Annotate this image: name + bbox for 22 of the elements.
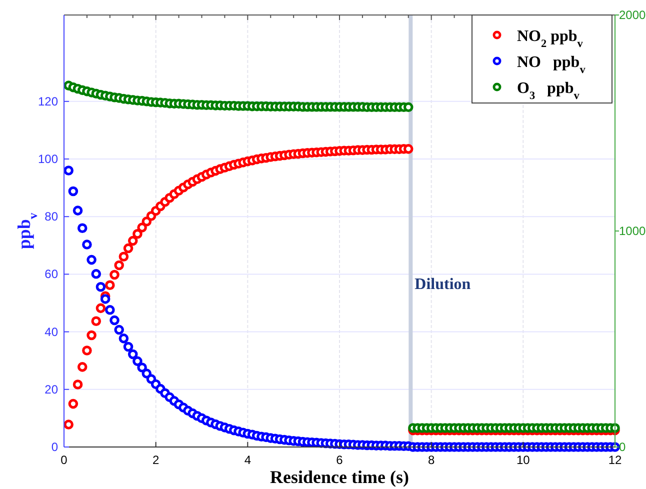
y-tick-label: 100 [38, 152, 58, 166]
x-tick-label: 12 [608, 453, 622, 467]
x-tick-label: 6 [336, 453, 344, 467]
y2-tick-label: 1000 [619, 224, 646, 238]
y-tick-label: 120 [38, 94, 58, 108]
y-tick-label: 0 [51, 440, 58, 454]
y2-tick-label: 0 [619, 440, 626, 454]
legend-label: O$_{3}$ ppb$_{v}$ [517, 80, 580, 102]
x-axis-title: Residence time (s) [270, 467, 409, 487]
legend-label: NO ppb$_{v}$ [517, 54, 586, 76]
y-tick-label: 80 [44, 210, 58, 224]
x-tick-label: 2 [152, 453, 160, 467]
y-tick-label: 20 [44, 382, 58, 396]
x-tick-label: 10 [516, 453, 530, 467]
x-tick-label: 8 [428, 453, 435, 467]
y-tick-label: 60 [44, 267, 58, 282]
x-tick-label: 0 [60, 453, 68, 467]
legend-label: NO$_{2}$ ppb$_{v}$ [517, 28, 584, 50]
ref-line-label: Dilution [414, 276, 471, 293]
y2-tick-label: 2000 [619, 8, 646, 22]
x-tick-label: 4 [244, 453, 252, 467]
y-tick-label: 40 [44, 324, 58, 339]
